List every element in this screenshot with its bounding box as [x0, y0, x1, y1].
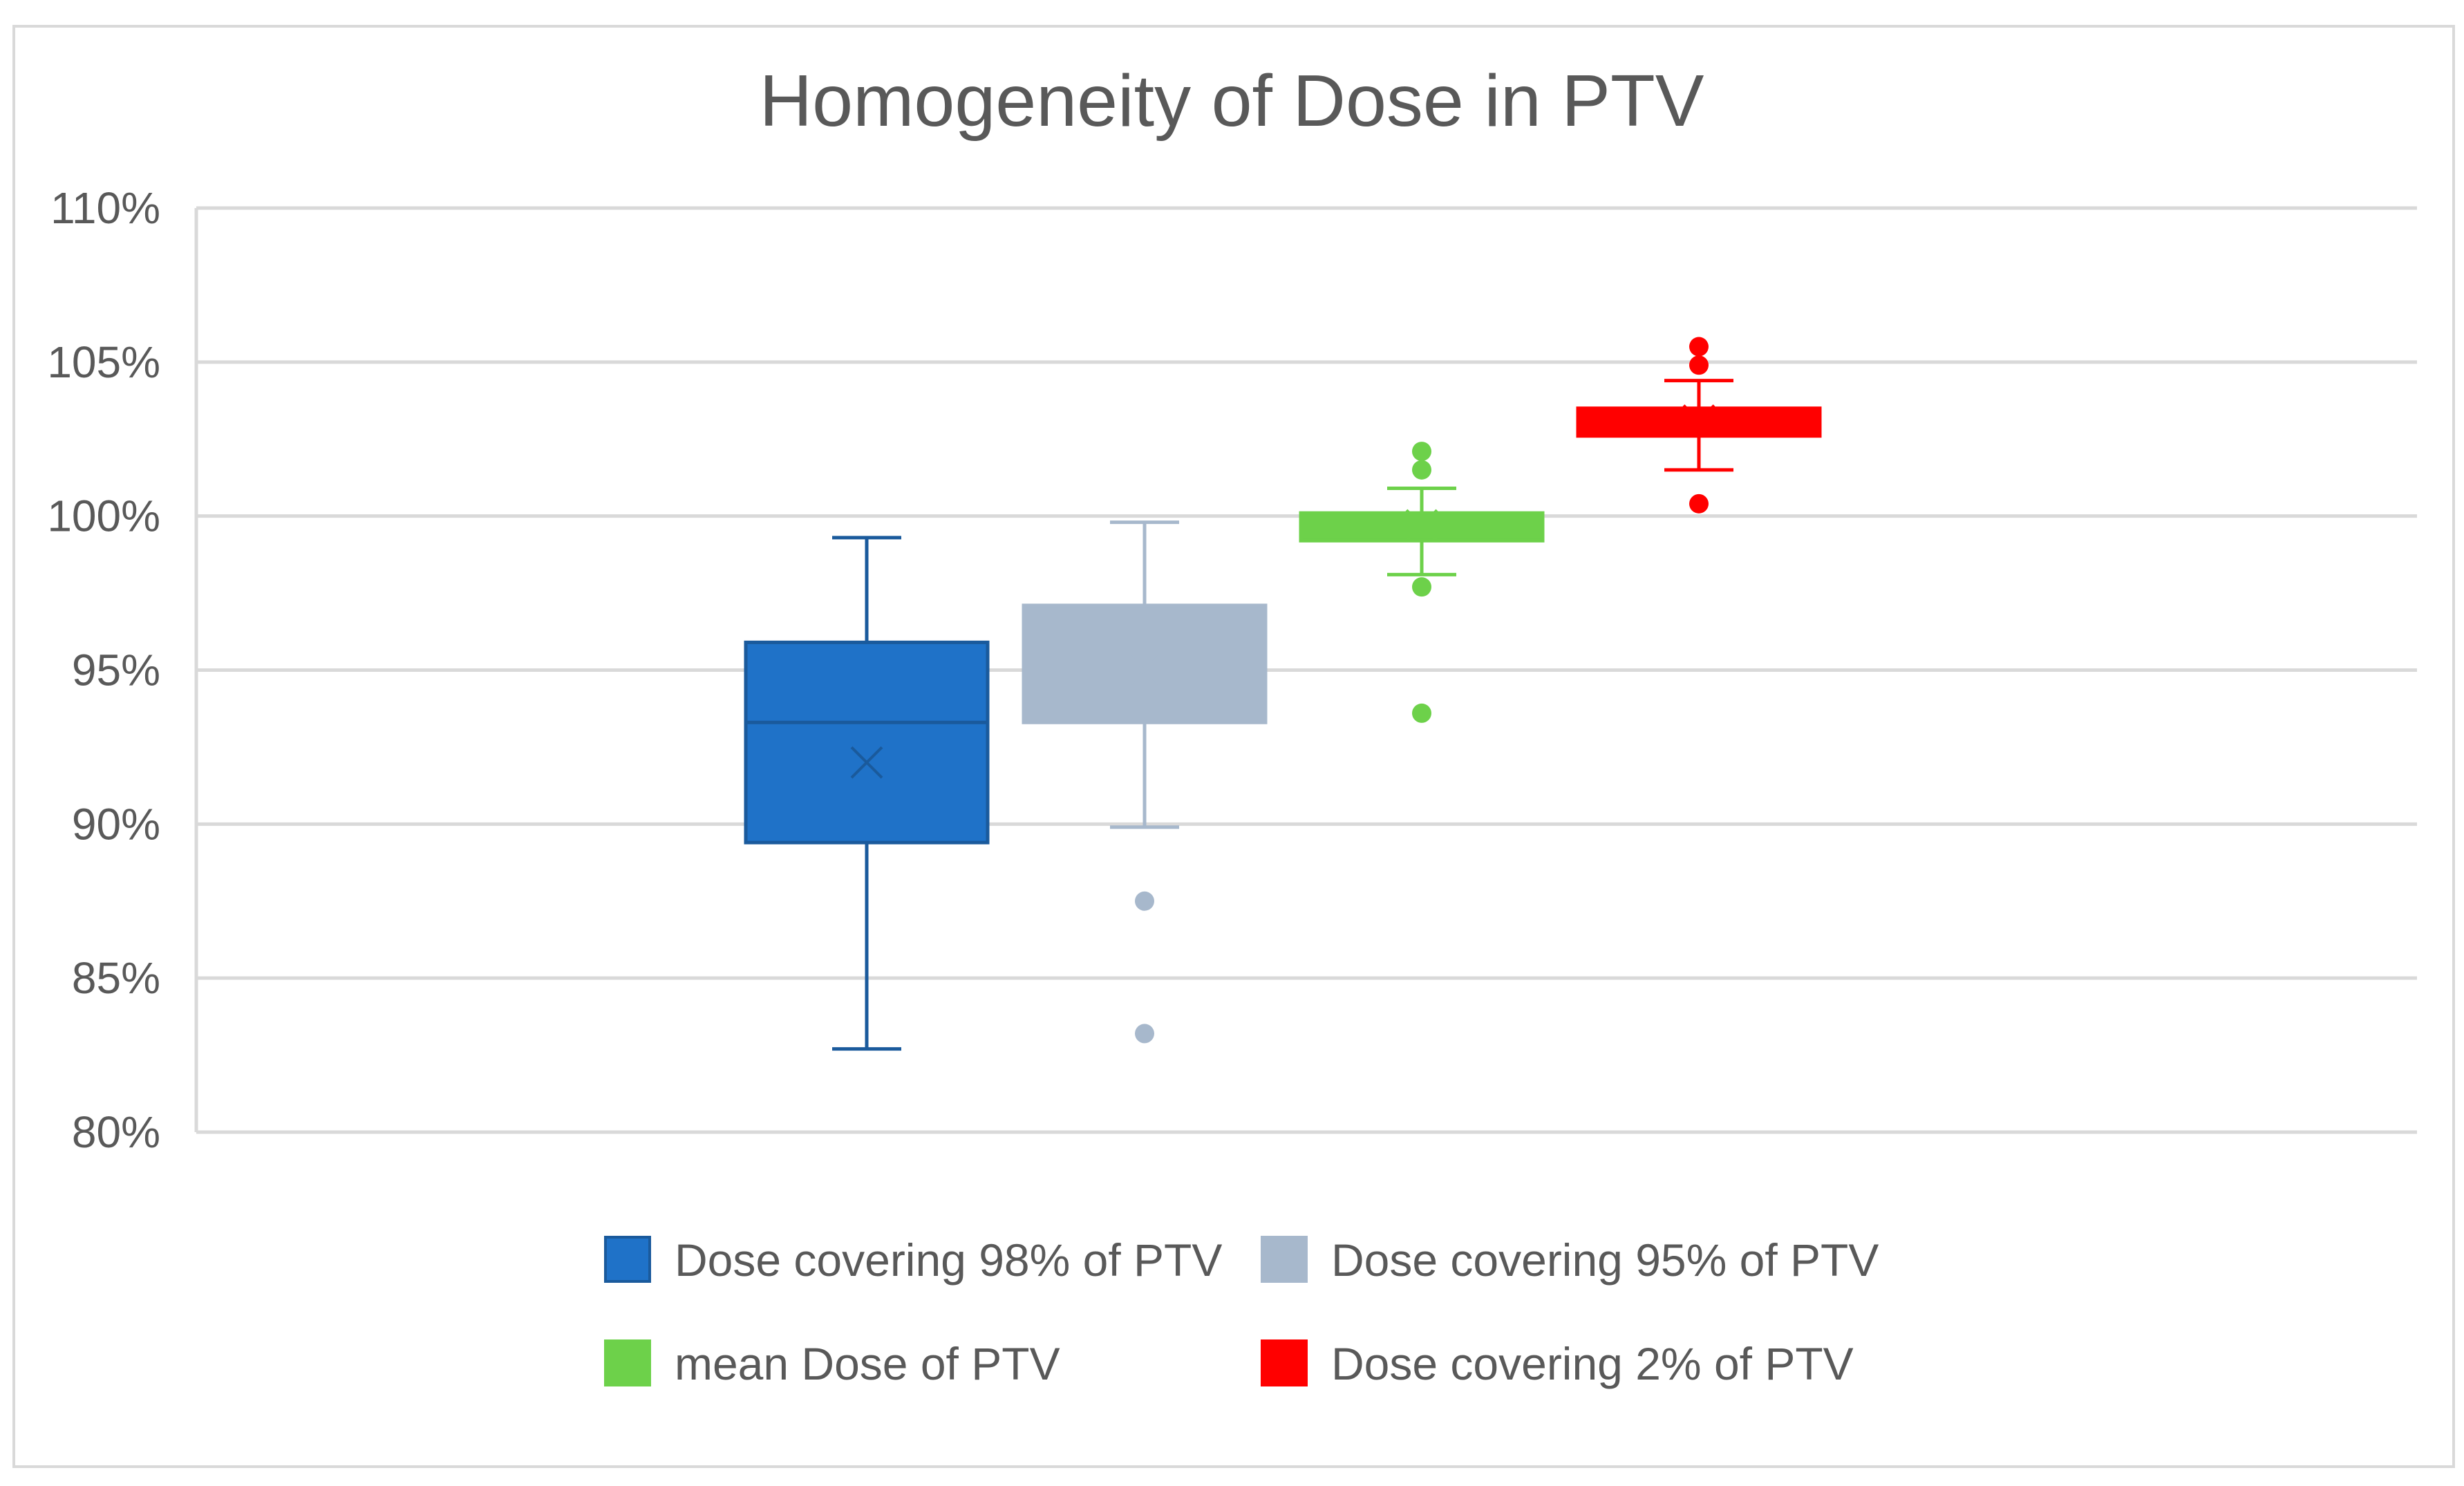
- y-tick-label: 110%: [50, 183, 160, 233]
- legend-item-1: Dose covering 98% of PTV: [604, 1234, 1222, 1286]
- mean-marker-stroke: [1405, 509, 1438, 542]
- box-series: [744, 337, 1822, 1051]
- legend: Dose covering 98% of PTV Dose covering 95…: [604, 1234, 1879, 1389]
- legend-item-4: Dose covering 2% of PTV: [1261, 1338, 1854, 1389]
- legend-label: mean Dose of PTV: [675, 1338, 1060, 1389]
- legend-swatch: [1261, 1236, 1308, 1283]
- legend-swatch: [604, 1236, 651, 1283]
- mean-marker: [1682, 404, 1715, 437]
- mean-marker: [1128, 654, 1161, 686]
- box-series-2: [1022, 520, 1268, 1044]
- y-tick-label: 85%: [72, 953, 160, 1003]
- y-tick-label: 100%: [47, 491, 160, 541]
- mean-marker: [1405, 509, 1438, 542]
- outlier-point: [1689, 337, 1709, 357]
- y-tick-label: 80%: [72, 1107, 160, 1157]
- outlier-point: [1412, 703, 1431, 723]
- mean-marker-stroke: [1682, 404, 1715, 437]
- box-series-4: [1576, 337, 1822, 514]
- chart-border: [12, 25, 2455, 1468]
- iqr-box: [1022, 603, 1268, 724]
- legend-swatch: [604, 1339, 651, 1386]
- legend-item-2: Dose covering 95% of PTV: [1261, 1234, 1879, 1286]
- mean-marker-stroke: [850, 746, 883, 779]
- outlier-point: [1412, 577, 1431, 597]
- legend-label: Dose covering 2% of PTV: [1331, 1338, 1854, 1389]
- legend-label: Dose covering 95% of PTV: [1331, 1234, 1879, 1286]
- chart-title: Homogeneity of Dose in PTV: [760, 60, 1704, 142]
- iqr-box: [744, 640, 990, 845]
- box-series-1: [744, 536, 990, 1051]
- mean-marker-stroke: [1128, 654, 1161, 686]
- y-tick-label: 95%: [72, 646, 160, 695]
- outlier-point: [1135, 1024, 1154, 1044]
- legend-item-3: mean Dose of PTV: [604, 1338, 1060, 1389]
- outlier-point: [1412, 460, 1431, 480]
- y-tick-label: 90%: [72, 799, 160, 849]
- box-series-3: [1299, 442, 1545, 723]
- outlier-point: [1689, 493, 1709, 514]
- outlier-point: [1135, 891, 1154, 911]
- legend-swatch: [1261, 1339, 1308, 1386]
- y-axis-tick-labels: 80% 85% 90% 95% 100% 105% 110%: [47, 183, 160, 1157]
- outlier-point: [1689, 355, 1709, 375]
- y-tick-label: 105%: [47, 337, 160, 387]
- legend-label: Dose covering 98% of PTV: [675, 1234, 1222, 1286]
- mean-marker: [850, 746, 883, 779]
- outlier-point: [1412, 442, 1431, 462]
